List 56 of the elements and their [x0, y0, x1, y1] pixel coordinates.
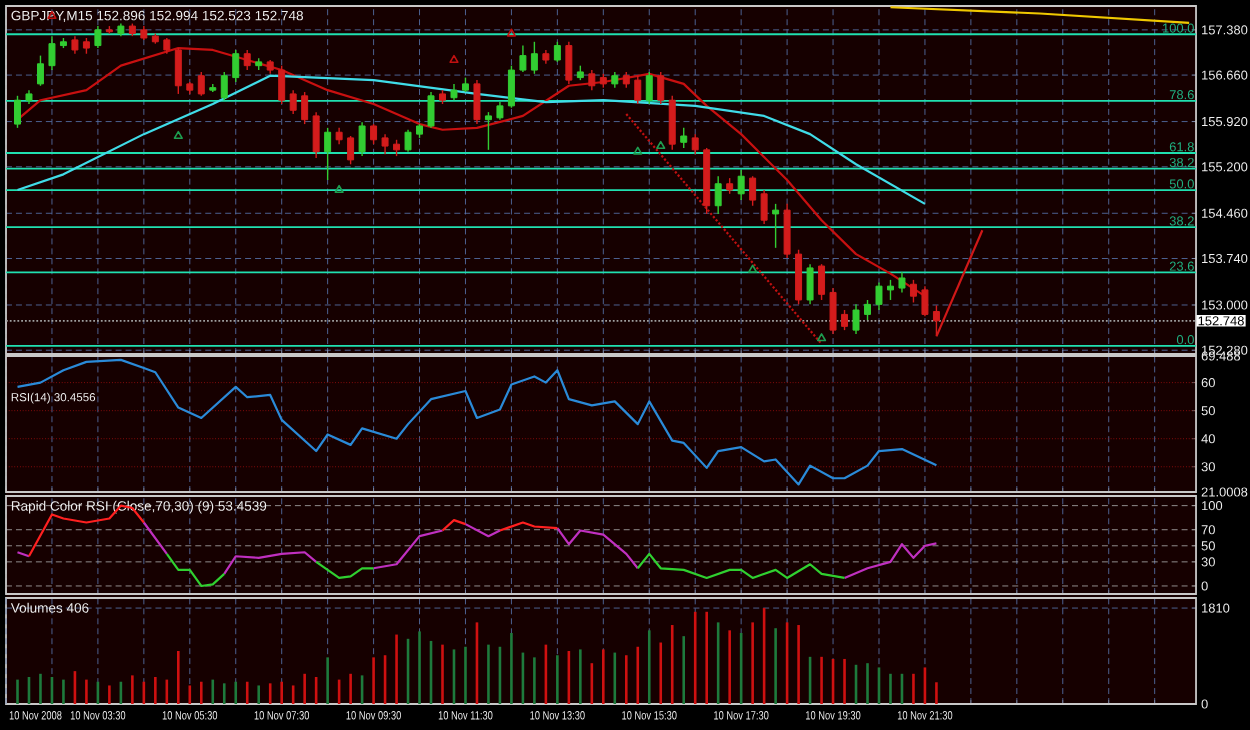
- candlestick: [634, 75, 642, 105]
- candlestick: [301, 91, 309, 125]
- candlestick: [404, 129, 412, 153]
- candlestick: [886, 279, 894, 301]
- candlestick: [324, 127, 332, 181]
- candlestick: [484, 111, 492, 151]
- point: [173, 130, 183, 140]
- point: [816, 333, 827, 342]
- candlestick: [772, 203, 780, 249]
- candlestick: [197, 71, 205, 97]
- candlestick: [14, 95, 21, 129]
- candlestick: [691, 133, 699, 155]
- candlestick: [680, 127, 688, 149]
- candlestick: [312, 111, 320, 159]
- point: [748, 264, 758, 273]
- candlestick: [473, 79, 481, 125]
- candlestick: [507, 64, 515, 109]
- candlestick: [94, 25, 102, 49]
- candlestick: [48, 35, 56, 71]
- candlestick: [818, 263, 826, 301]
- point: [334, 184, 344, 194]
- candlestick: [714, 175, 722, 215]
- candlestick: [795, 249, 803, 306]
- candlestick: [645, 71, 653, 105]
- candlestick: [347, 135, 355, 165]
- candlestick: [806, 263, 814, 306]
- candlestick: [553, 41, 561, 63]
- candlestick: [760, 189, 768, 225]
- candlestick: [829, 287, 837, 335]
- candlestick: [232, 49, 240, 83]
- candlestick: [530, 41, 538, 75]
- candlestick: [875, 281, 883, 311]
- candlestick: [668, 95, 676, 151]
- point: [656, 140, 666, 150]
- candlestick: [852, 303, 860, 335]
- candlestick: [381, 133, 389, 155]
- candlestick: [36, 54, 44, 87]
- candlestick: [749, 175, 757, 207]
- point: [506, 28, 517, 37]
- candlestick: [841, 309, 849, 331]
- candlestick: [783, 203, 791, 259]
- candlestick: [370, 123, 378, 145]
- candlestick: [278, 64, 286, 105]
- candlestick: [220, 71, 228, 101]
- candlestick: [427, 91, 435, 129]
- point: [633, 146, 643, 155]
- candlestick: [737, 169, 745, 201]
- candlestick: [519, 44, 527, 73]
- candlestick: [864, 299, 871, 321]
- candlestick: [657, 71, 665, 105]
- line-series: [16, 74, 927, 205]
- point: [449, 54, 459, 64]
- candlestick: [898, 271, 906, 294]
- candlestick: [588, 69, 596, 91]
- candlestick: [358, 121, 366, 157]
- candlestick: [289, 89, 297, 115]
